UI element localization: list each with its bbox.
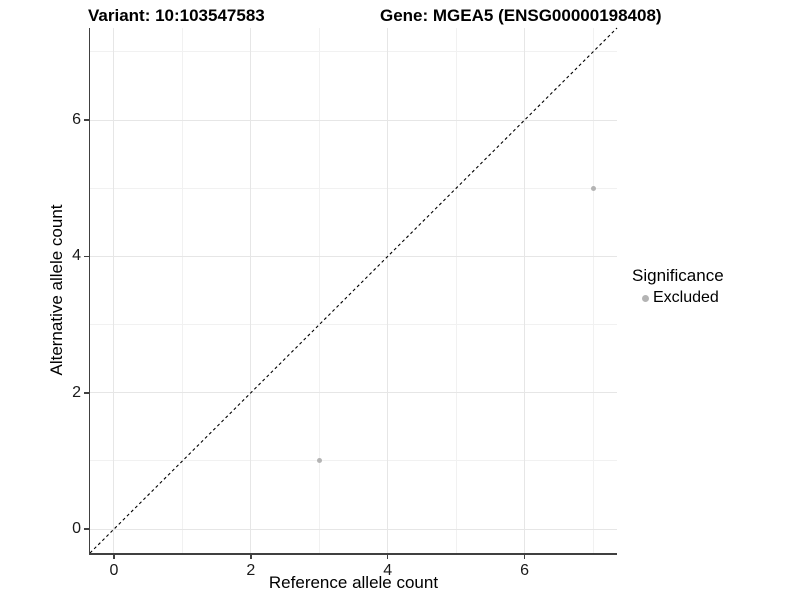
x-axis-line — [88, 553, 617, 555]
y-tick-label-6: 6 — [72, 111, 81, 129]
y-tick-4 — [84, 255, 89, 258]
minor-gridline-x-1 — [181, 28, 183, 553]
major-gridline-y-6 — [90, 119, 617, 121]
major-gridline-x-4 — [387, 28, 389, 553]
minor-gridline-y-3 — [90, 324, 617, 326]
y-tick-label-2: 2 — [72, 383, 81, 401]
identity-line-path — [89, 27, 618, 554]
y-tick-6 — [84, 119, 89, 121]
y-tick-label-4: 4 — [72, 247, 81, 265]
major-gridline-x-0 — [113, 28, 115, 553]
x-tick-label-2: 2 — [246, 562, 256, 579]
x-axis-title: Reference allele count — [268, 573, 439, 592]
data-point-3-1 — [316, 458, 322, 464]
major-gridline-y-0 — [90, 528, 617, 530]
minor-gridline-x-7 — [592, 28, 594, 553]
major-gridline-y-4 — [90, 255, 617, 257]
legend-title: Significance — [632, 266, 724, 285]
minor-gridline-y-5 — [90, 187, 617, 189]
minor-gridline-x-3 — [318, 28, 320, 553]
y-tick-label-0: 0 — [72, 520, 81, 538]
y-axis-title: Alternative allele count — [47, 204, 66, 376]
x-tick-0 — [113, 554, 115, 559]
major-gridline-x-6 — [524, 28, 526, 553]
major-gridline-y-2 — [90, 392, 617, 394]
x-tick-label-0: 0 — [109, 562, 119, 579]
x-tick-4 — [386, 554, 389, 559]
x-tick-2 — [250, 554, 252, 559]
legend-item-label: Excluded — [653, 289, 719, 306]
legend: Significance Excluded — [632, 266, 724, 307]
identity-line — [89, 27, 618, 554]
y-tick-0 — [84, 528, 89, 530]
plot-title-variant: Variant: 10:103547583 — [88, 6, 265, 25]
plot-title-gene: Gene: MGEA5 (ENSG00000198408) — [380, 6, 662, 25]
minor-gridline-y-1 — [90, 460, 617, 462]
y-tick-2 — [84, 392, 89, 394]
x-tick-label-4: 4 — [383, 562, 393, 579]
minor-gridline-x-5 — [455, 28, 457, 553]
y-axis-line — [88, 28, 90, 555]
minor-gridline-y-7 — [90, 51, 617, 53]
x-tick-label-6: 6 — [520, 562, 530, 579]
data-point-7-5 — [590, 185, 596, 191]
legend-point-swatch — [642, 294, 649, 302]
x-tick-6 — [523, 554, 526, 559]
major-gridline-x-2 — [250, 28, 252, 553]
legend-item-excluded: Excluded — [642, 289, 724, 307]
plot-panel: 0 2 4 6 0 2 4 6 — [72, 27, 618, 579]
